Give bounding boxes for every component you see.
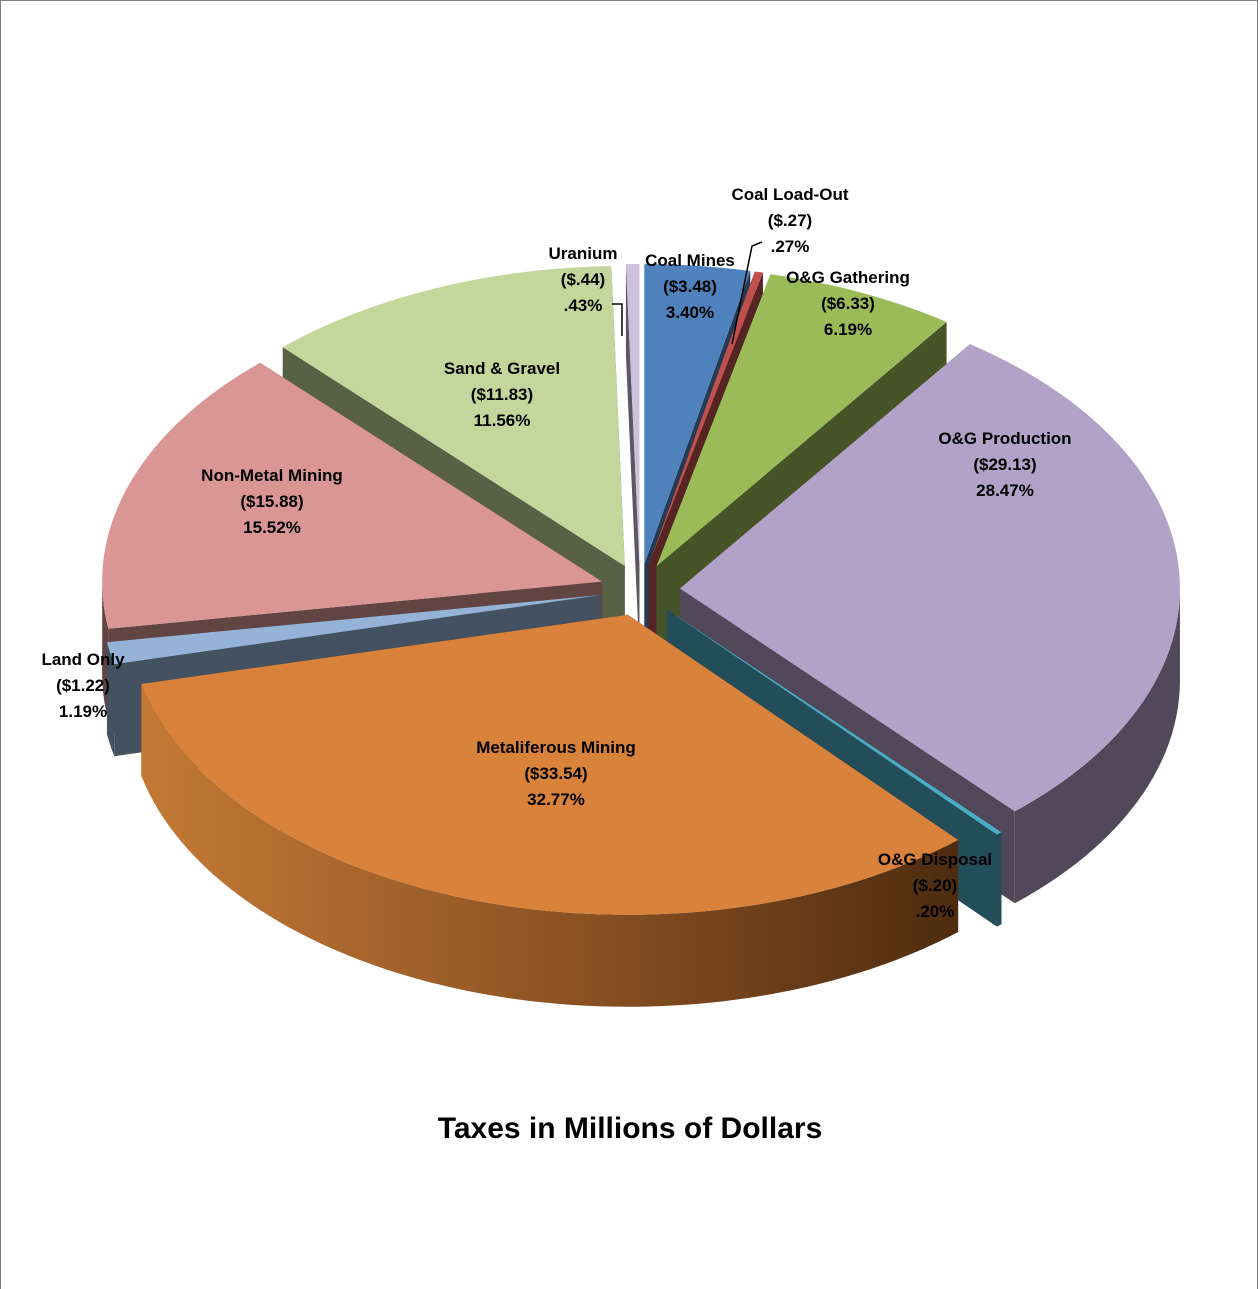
slice-metaliferous-mining-outer-wall [141,683,959,1007]
data-label-oandg-production: O&G Production ($29.13) 28.47% [938,429,1071,500]
slice-oandg-disposal-top [666,609,1002,835]
slice-oandg-production-outer-wall [1014,588,1180,904]
slice-uranium-top [625,264,640,565]
data-label-sand-and-gravel: Sand & Gravel ($11.83) 11.56% [444,359,560,430]
data-label-oandg-gathering: O&G Gathering ($6.33) 6.19% [786,268,910,339]
slice-coal-load-out-top [648,271,763,565]
slice-uranium-side-start [625,264,640,657]
slice-uranium [625,264,640,657]
data-label-land-only: Land Only ($1.22) 1.19% [41,650,125,721]
slice-land-only-outer-wall [106,642,115,757]
slice-non-metal-mining-top [102,362,603,629]
slice-metaliferous-mining [141,614,959,1007]
leader-line-uranium [612,303,623,336]
data-label-metaliferous-mining: Metaliferous Mining ($33.54) 32.77% [476,738,636,809]
slice-oandg-production-top [679,344,1180,812]
data-label-uranium: Uranium ($.44) .43% [549,244,618,315]
slice-coal-mines-top [644,264,751,565]
chart-title: Taxes in Millions of Dollars [437,1112,823,1145]
leader-line-coal-load-out [731,241,763,345]
data-label-oandg-disposal: O&G Disposal ($.20) .20% [878,850,992,921]
slice-land-only-top [106,595,601,665]
slice-oandg-gathering-top [656,274,947,567]
data-label-coal-mines: Coal Mines ($3.48) 3.40% [645,251,735,322]
data-label-non-metal-mining: Non-Metal Mining ($15.88) 15.52% [201,466,343,537]
slice-non-metal-mining-outer-wall [102,581,109,721]
slice-metaliferous-mining-top [141,614,959,915]
slice-oandg-disposal-outer-wall [996,832,1002,927]
slice-sand-and-gravel-top [282,266,625,566]
data-label-coal-load-out: Coal Load-Out ($.27) .27% [731,185,848,256]
